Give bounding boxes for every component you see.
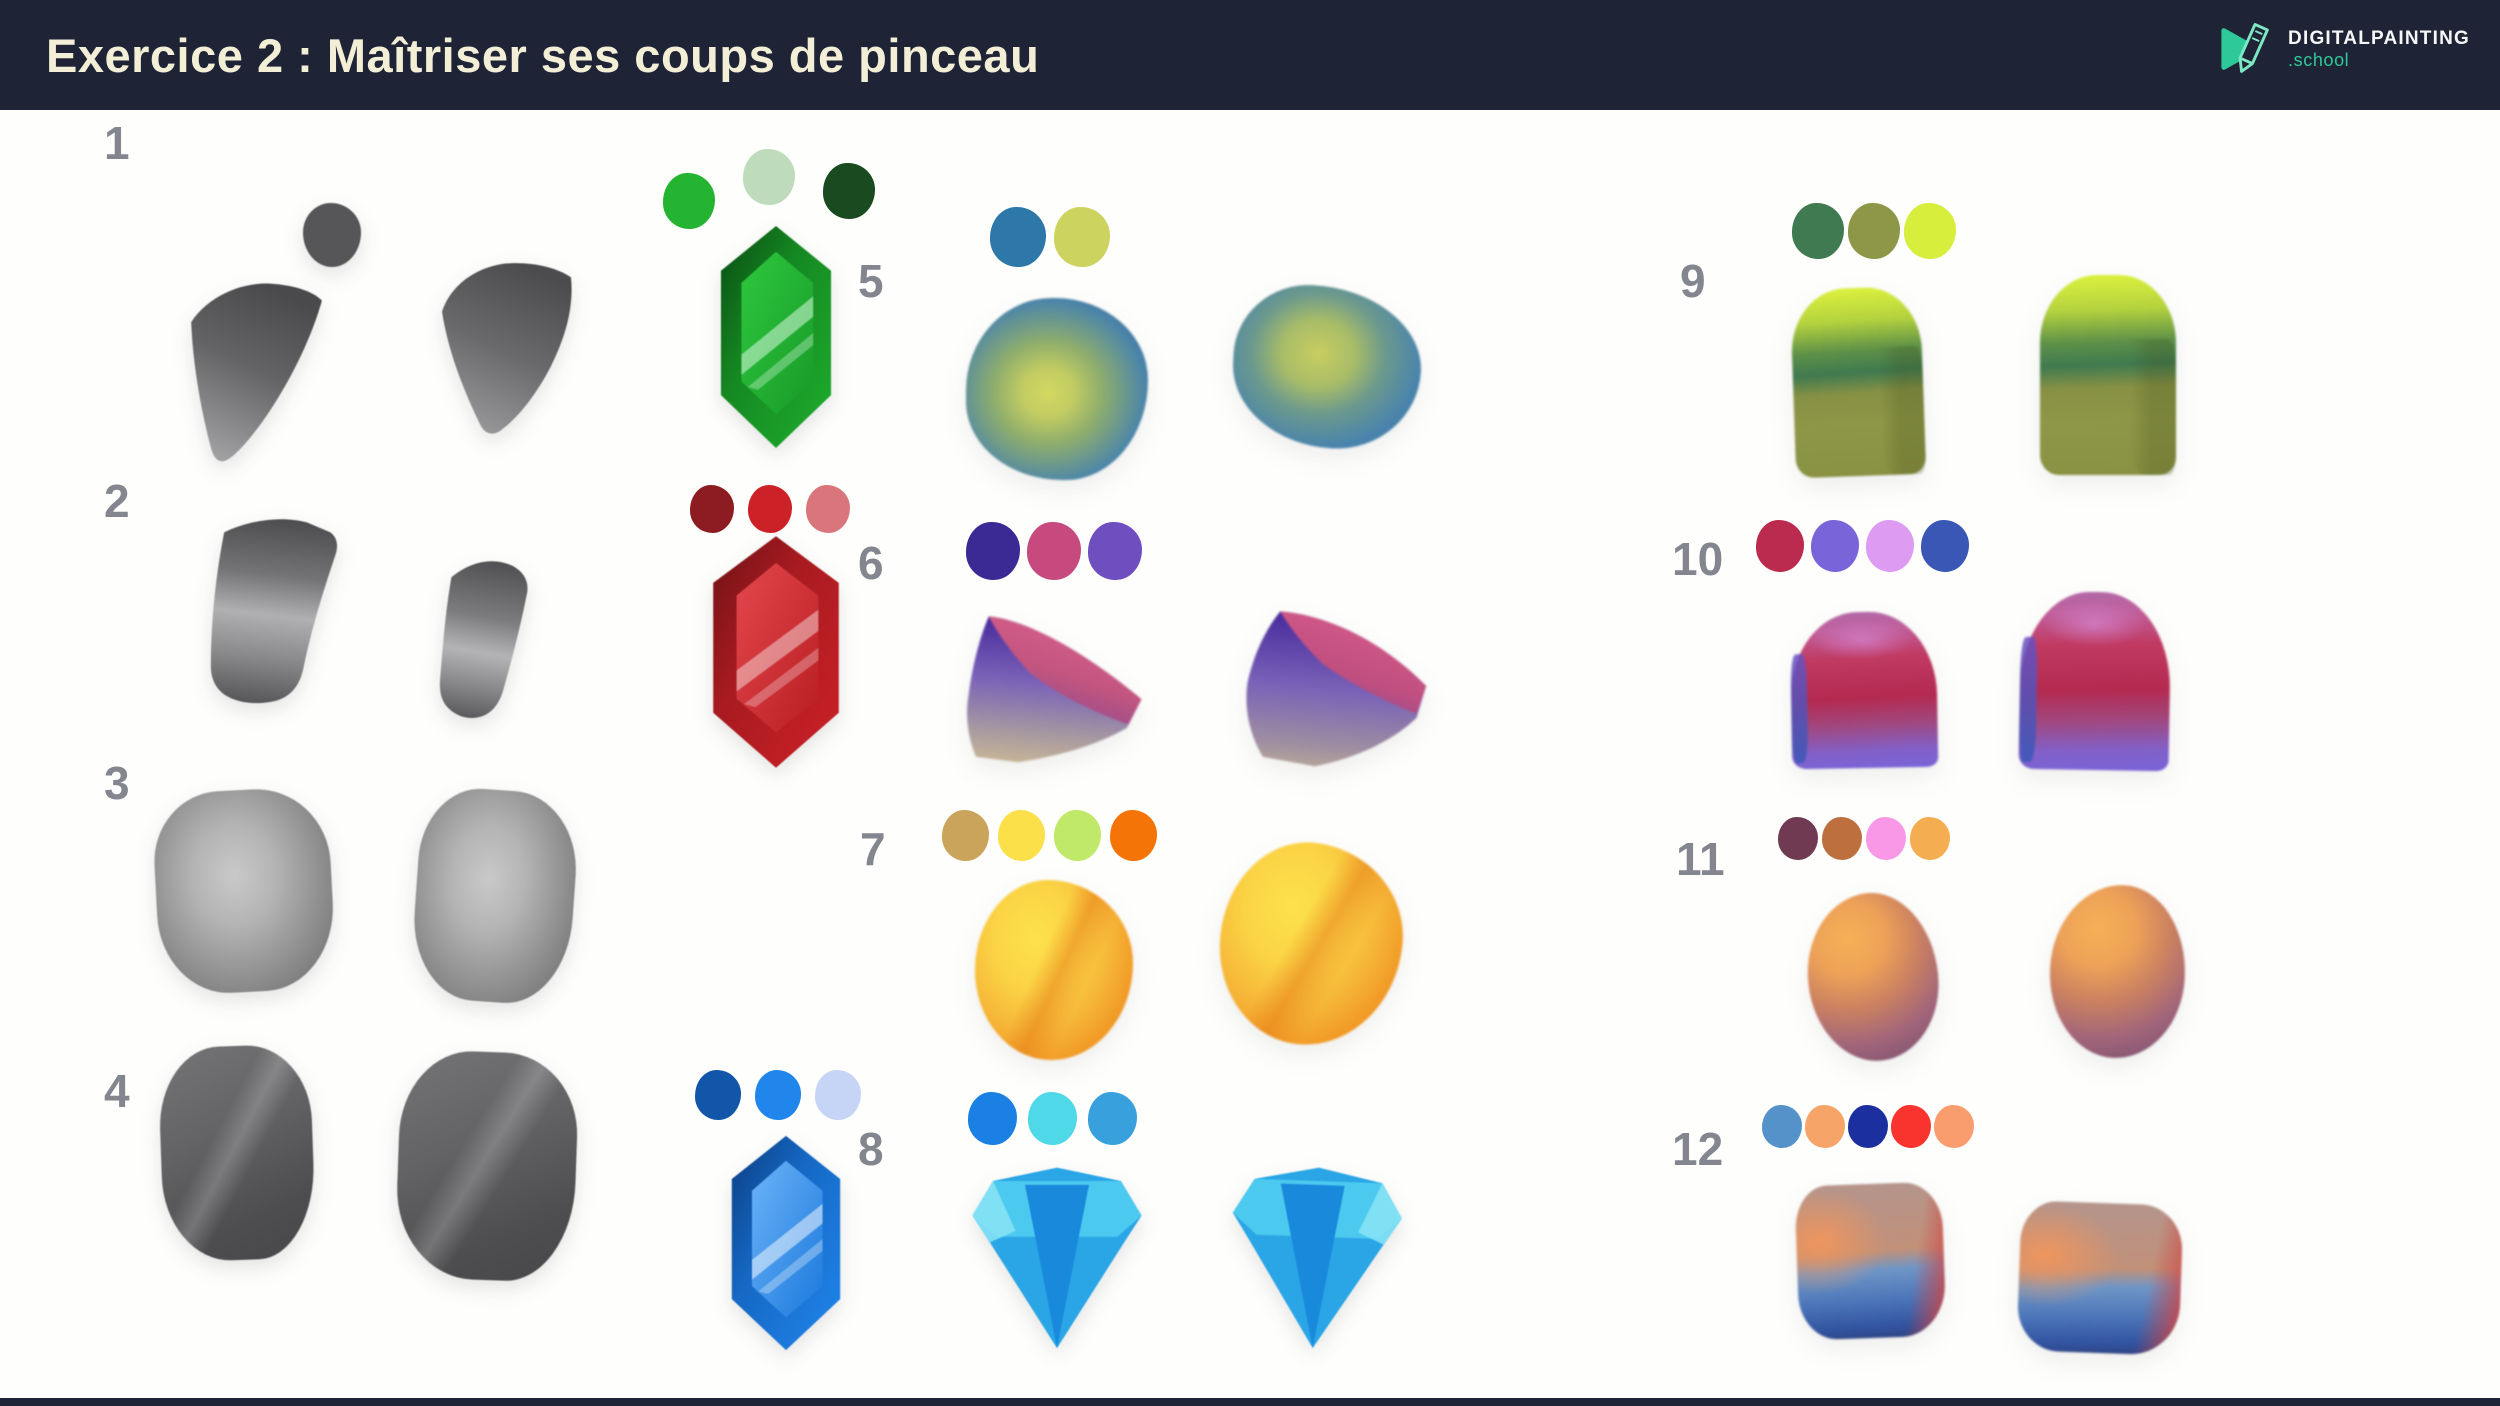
palette-swatch <box>1110 810 1157 861</box>
palette-swatch <box>1822 817 1862 861</box>
exercise-number-12: 12 <box>1672 1123 1724 1175</box>
palette-exercise-8 <box>968 1092 1148 1145</box>
exercise-number-11: 11 <box>1676 833 1725 885</box>
blue-rupee-gem <box>731 1135 841 1351</box>
exercise-number-9: 9 <box>1680 255 1706 307</box>
ex8-diamond-1 <box>972 1167 1142 1349</box>
exercise-number-6: 6 <box>858 537 884 589</box>
ex5-rock-2 <box>1228 281 1426 453</box>
ex7-blob-rock-1 <box>975 880 1133 1060</box>
palette-exercise-7 <box>942 810 1166 861</box>
palette-green-gem <box>663 149 903 230</box>
palette-swatch <box>1027 522 1081 581</box>
palette-swatch <box>663 173 715 230</box>
brand-logo: DIGITALPAINTING .school <box>2218 18 2470 80</box>
palette-exercise-5 <box>990 207 1118 268</box>
palette-swatch <box>695 1070 741 1120</box>
ex3-soft-rock-2 <box>408 784 582 1008</box>
palette-swatch <box>1028 1092 1077 1145</box>
ex3-soft-rock-1 <box>150 785 338 997</box>
palette-exercise-12 <box>1762 1105 1977 1149</box>
palette-swatch <box>968 1092 1017 1145</box>
ex12-boulder-2 <box>2016 1200 2184 1356</box>
palette-swatch <box>942 810 989 861</box>
palette-swatch <box>1891 1105 1931 1149</box>
palette-swatch <box>1921 520 1969 572</box>
palette-swatch <box>755 1070 801 1120</box>
palette-swatch <box>1805 1105 1845 1149</box>
ex2-band-stroke-1 <box>210 519 338 704</box>
palette-swatch <box>1811 520 1859 572</box>
palette-exercise-6 <box>966 522 1149 581</box>
ex5-rock-1 <box>966 298 1148 480</box>
ex6-cube-rock-2 <box>1246 611 1427 767</box>
exercise-number-8: 8 <box>858 1123 884 1175</box>
green-rupee-gem <box>720 226 832 448</box>
palette-swatch <box>815 1070 861 1120</box>
ex4-faceted-rock-1 <box>157 1043 317 1263</box>
palette-swatch <box>823 163 875 220</box>
palette-blue-gem <box>695 1070 875 1120</box>
exercise-number-4: 4 <box>104 1065 130 1117</box>
palette-swatch <box>1866 520 1914 572</box>
palette-swatch <box>1866 817 1906 861</box>
palette-swatch <box>966 522 1020 581</box>
palette-swatch <box>1088 1092 1137 1145</box>
ex7-blob-rock-2 <box>1209 834 1413 1054</box>
palette-swatch <box>1054 810 1101 861</box>
palette-swatch <box>1848 203 1900 260</box>
brand-logo-text: DIGITALPAINTING .school <box>2288 28 2470 71</box>
palette-swatch <box>1910 817 1950 861</box>
palette-swatch <box>998 810 1045 861</box>
palette-swatch <box>743 149 795 206</box>
palette-swatch <box>748 485 792 533</box>
header-bar: Exercice 2 : Maîtriser ses coups de pinc… <box>0 0 2500 110</box>
ex10-dome-rock-1 <box>1789 610 1939 770</box>
palette-swatch <box>990 207 1046 268</box>
palette-swatch <box>690 485 734 533</box>
red-rupee-gem <box>713 536 839 768</box>
exercise-number-5: 5 <box>858 255 884 307</box>
exercise-number-7: 7 <box>860 823 886 875</box>
ex11-sphere-1 <box>1799 886 1947 1068</box>
ex1-round-stroke <box>303 203 361 267</box>
palette-exercise-9 <box>1792 203 1960 260</box>
ex1-fin-stroke-1 <box>191 283 322 462</box>
palette-swatch <box>806 485 850 533</box>
exercise-number-10: 10 <box>1672 533 1724 585</box>
ex10-dome-rock-2 <box>2018 590 2172 772</box>
exercise-number-2: 2 <box>104 475 130 527</box>
page-title: Exercice 2 : Maîtriser ses coups de pinc… <box>46 28 1040 82</box>
palette-swatch <box>1762 1105 1802 1149</box>
ex8-diamond-2 <box>1232 1167 1402 1349</box>
ex9-loaf-cube-2 <box>2040 275 2176 475</box>
palette-swatch <box>1904 203 1956 260</box>
palette-exercise-11 <box>1778 817 1954 861</box>
brand-name: DIGITALPAINTING <box>2288 27 2470 49</box>
bottom-bar <box>0 1398 2500 1406</box>
ex6-cube-rock-1 <box>967 616 1142 763</box>
palette-swatch <box>1054 207 1110 268</box>
palette-red-gem <box>690 485 864 533</box>
pencil-play-logo-icon <box>2221 23 2269 73</box>
ex11-sphere-2 <box>2045 881 2190 1062</box>
exercise-number-1: 1 <box>104 117 130 169</box>
brand-tld: .school <box>2288 49 2350 70</box>
palette-swatch <box>1934 1105 1974 1149</box>
exercise-number-3: 3 <box>104 757 130 809</box>
palette-swatch <box>1756 520 1804 572</box>
palette-swatch <box>1792 203 1844 260</box>
ex1-fin-stroke-2 <box>442 263 572 434</box>
palette-swatch <box>1778 817 1818 861</box>
ex2-band-stroke-2 <box>439 561 528 718</box>
ex9-loaf-cube-1 <box>1789 285 1927 479</box>
ex12-boulder-1 <box>1794 1181 1947 1341</box>
palette-swatch <box>1088 522 1142 581</box>
ex4-faceted-rock-2 <box>394 1048 580 1284</box>
palette-exercise-10 <box>1756 520 1976 572</box>
palette-swatch <box>1848 1105 1888 1149</box>
